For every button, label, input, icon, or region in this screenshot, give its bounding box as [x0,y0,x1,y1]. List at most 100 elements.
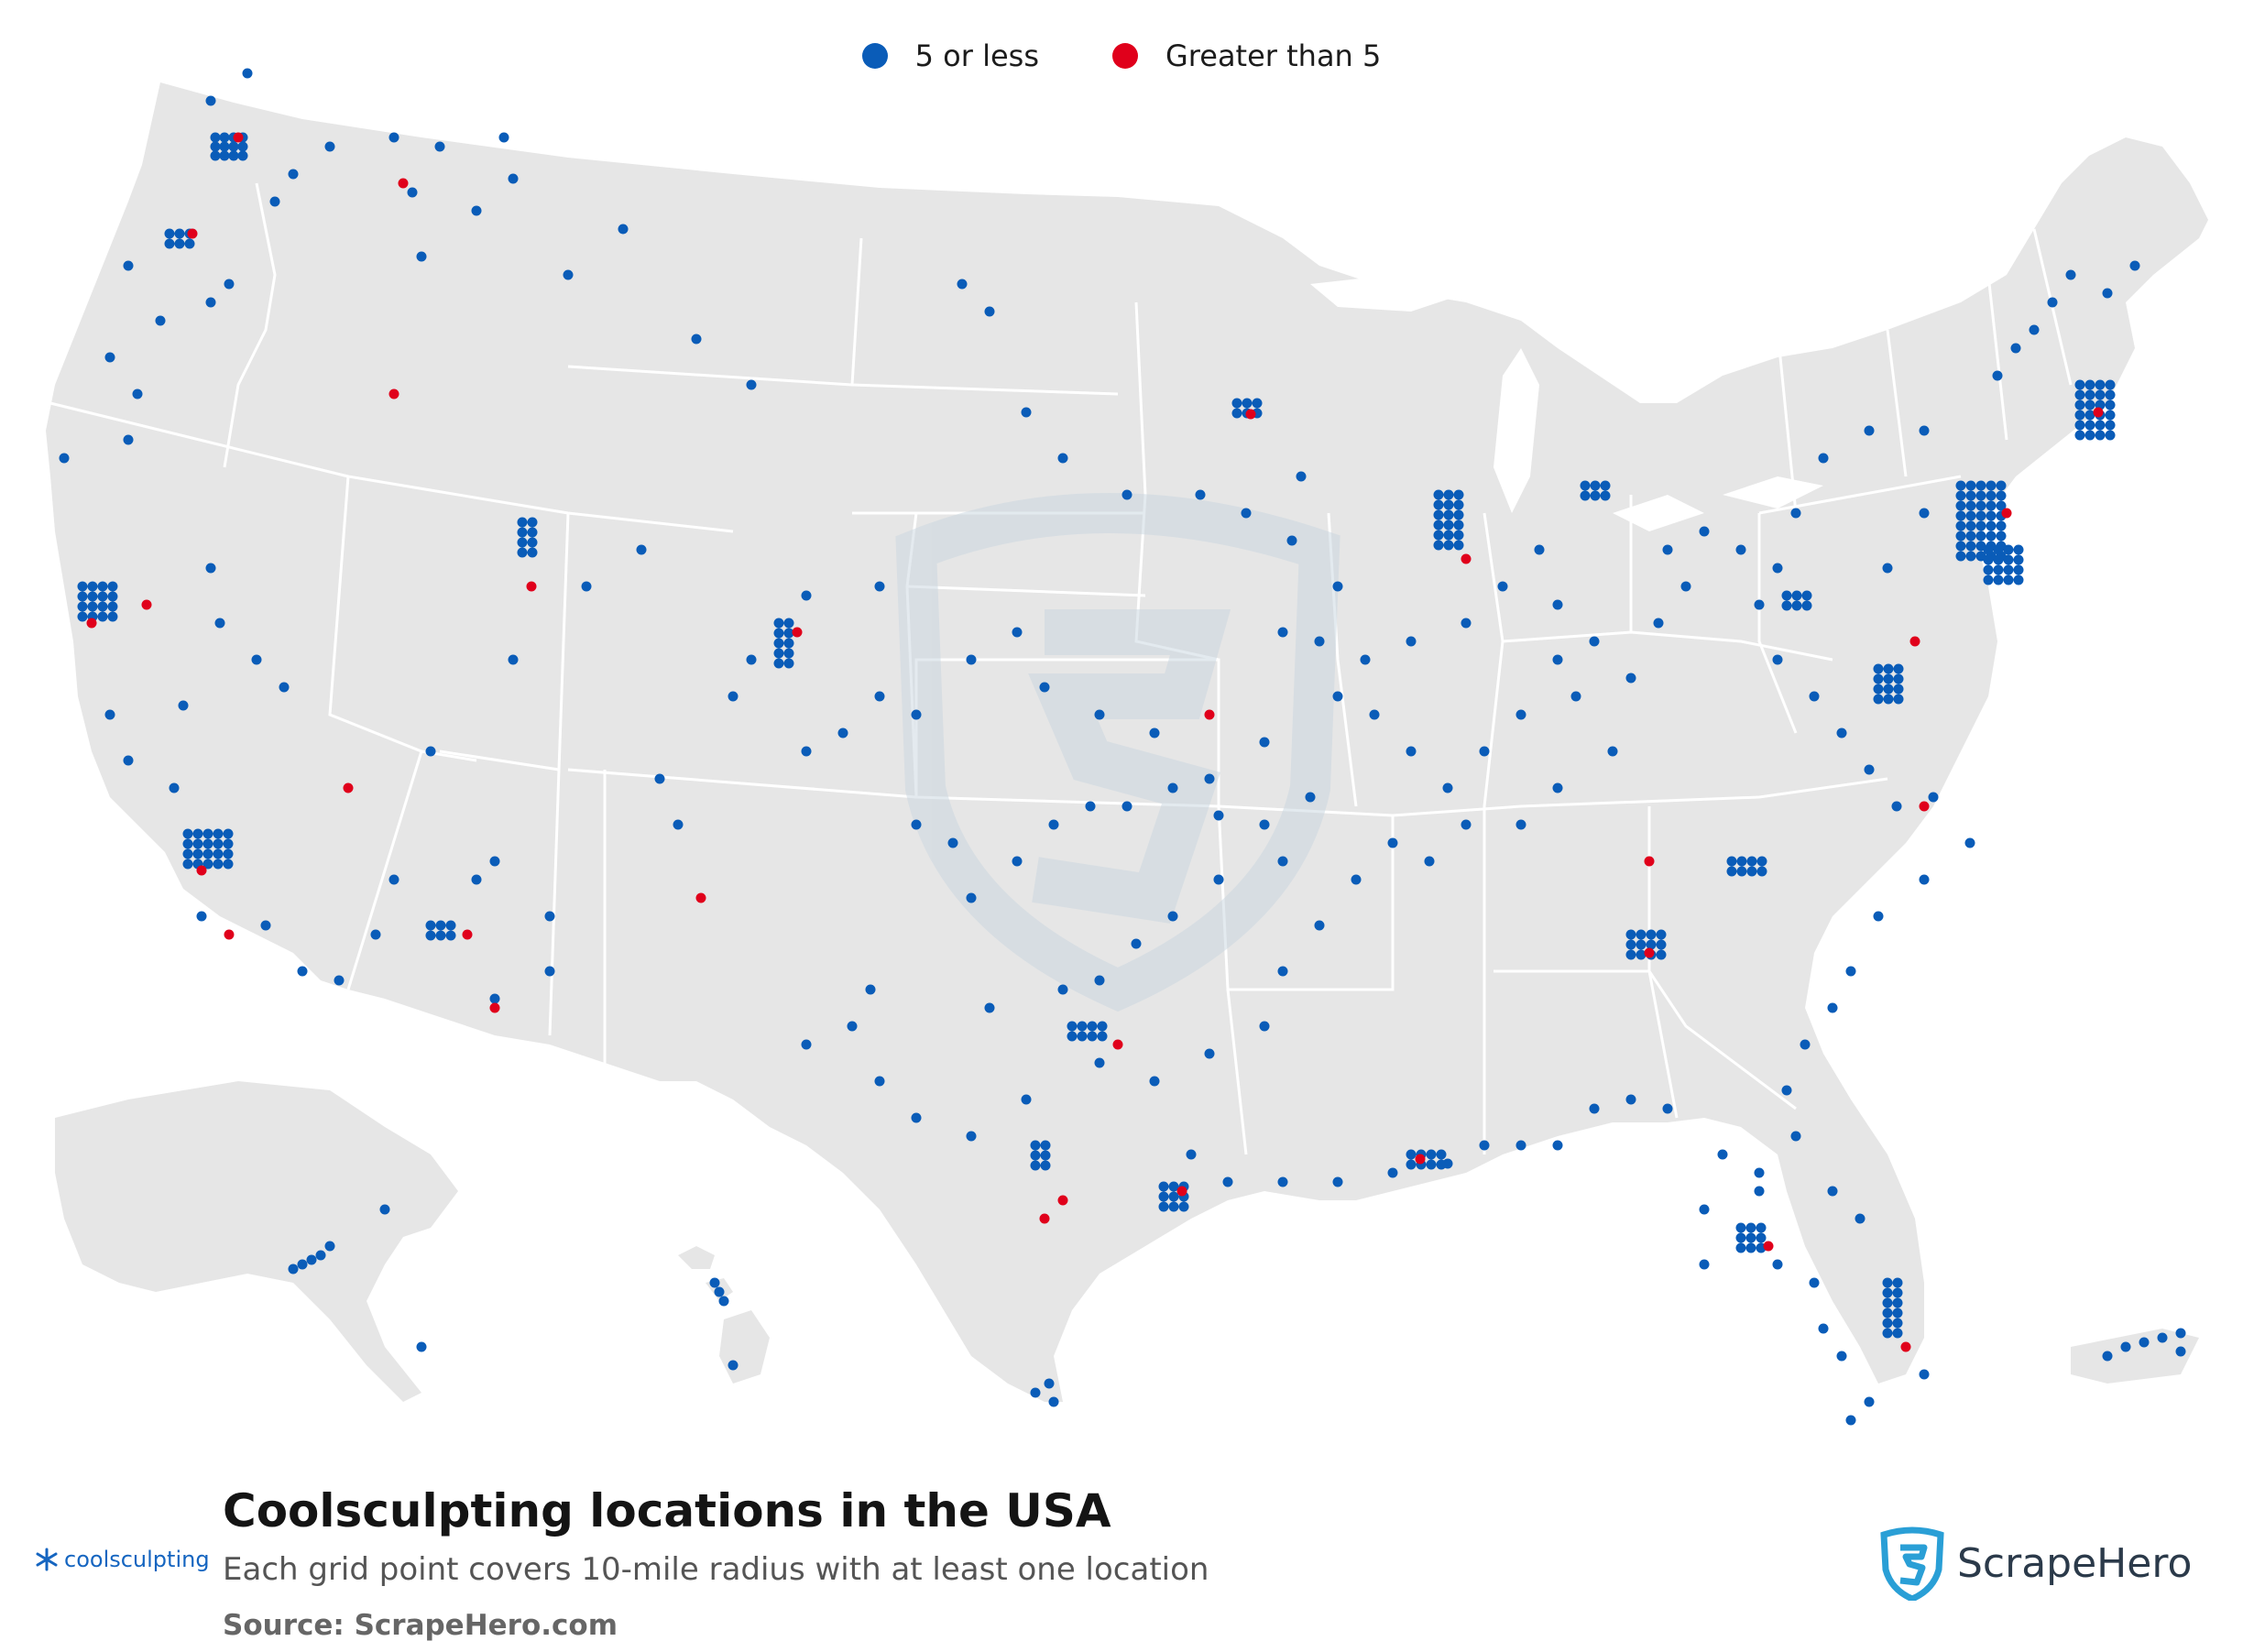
map-dot-low [1801,590,1812,601]
map-dot-low [297,966,308,977]
map-dot-low [1314,920,1325,931]
map-dot-low [489,856,500,867]
map-dot-low [783,648,794,659]
map-dot-low [251,654,262,665]
map-dot-low [636,544,647,555]
map-dot-low [435,930,446,941]
map-dot-low [1443,520,1454,531]
map-dot-low [527,547,538,558]
map-dot-low [324,1241,335,1252]
map-dot-low [1975,520,1986,531]
page-title: Coolsculpting locations in the USA [223,1484,1111,1537]
watermark-shield-icon [895,493,1340,1012]
map-dot-low [1873,684,1884,695]
map-dot-low [223,838,234,849]
map-dot-low [1975,500,1986,511]
map-dot-low [1746,856,1757,867]
map-dot-low [1965,490,1976,501]
map-dot-low [2013,544,2024,555]
map-dot-low [1864,425,1875,436]
map-dot-low [1332,581,1343,592]
map-dot-low [1625,1094,1636,1105]
map-dot-high [1919,801,1930,812]
map-dot-low [1827,1002,1838,1013]
map-dot-low [1213,810,1224,821]
map-dot-low [1882,1318,1893,1329]
map-dot-low [434,141,445,152]
map-dot-low [1653,618,1664,629]
map-dot-low [1790,1131,1801,1142]
map-dot-low [1406,1159,1417,1170]
map-dot-low [1590,480,1601,491]
map-dot-low [213,848,224,859]
map-dot-low [1772,654,1783,665]
map-dot-low [1369,709,1380,720]
map-dot-low [2139,1337,2150,1348]
map-dot-low [2029,324,2040,335]
legend-label-high: Greater than 5 [1165,38,1382,73]
map-dot-low [1864,764,1875,775]
map-dot-low [1699,1259,1710,1270]
map-dot-low [966,892,977,903]
map-dot-low [1993,554,2004,565]
map-dot-low [874,1076,885,1087]
map-dot-low [1662,544,1673,555]
map-dot-low [984,1002,995,1013]
map-dot-low [1955,520,1966,531]
map-dot-low [847,1021,858,1032]
snowflake-icon [36,1548,58,1571]
map-dot-low [1167,911,1178,922]
map-dot-low [87,581,98,592]
map-dot-low [1048,819,1059,830]
map-dot-low [288,169,299,180]
map-dot-low [1097,1021,1108,1032]
map-dot-low [773,638,784,649]
map-dot-low [1030,1160,1041,1171]
map-dot-low [2074,379,2085,390]
map-dot-low [1919,874,1930,885]
map-dot-low [1845,966,1856,977]
map-dot-low [1277,966,1288,977]
map-dot-low [214,618,225,629]
map-dot-low [1993,564,2004,575]
map-dot-low [1892,1307,1903,1318]
map-dot-low [718,1296,729,1307]
map-dot-high [1644,947,1655,958]
map-dot-low [2095,430,2106,441]
map-dot-low [911,1112,922,1123]
map-dot-low [228,150,239,161]
map-dot-low [202,838,213,849]
map-dot-low [911,819,922,830]
legend: 5 or less Greater than 5 [0,38,2243,73]
map-dot-low [202,828,213,839]
map-dot-low [97,601,108,612]
map-dot-low [1882,1297,1893,1308]
map-dot-low [1845,1415,1856,1426]
map-dot-low [1479,746,1490,757]
map-dot-low [1873,663,1884,674]
map-dot-low [174,238,185,249]
map-dot-low [837,728,848,738]
map-dot-low [445,930,456,941]
map-dot-high [2001,508,2012,519]
map-dot-low [966,654,977,665]
map-dot-low [1680,581,1691,592]
map-dot-low [1057,984,1068,995]
map-dot-low [1012,856,1023,867]
map-dot-low [1883,684,1894,695]
map-dot-low [77,611,88,622]
map-dot-low [59,453,70,464]
map-dot-low [1746,866,1757,877]
map-dot-low [508,654,519,665]
map-dot-low [1892,1318,1903,1329]
map-dot-low [1975,490,1986,501]
map-dot-low [1873,911,1884,922]
map-dot-low [182,828,193,839]
map-dot-low [1965,510,1976,521]
map-dot-low [1039,682,1050,693]
map-dot-low [618,224,629,235]
map-dot-low [517,517,528,528]
map-dot-low [1955,500,1966,511]
map-dot-low [1534,544,1545,555]
